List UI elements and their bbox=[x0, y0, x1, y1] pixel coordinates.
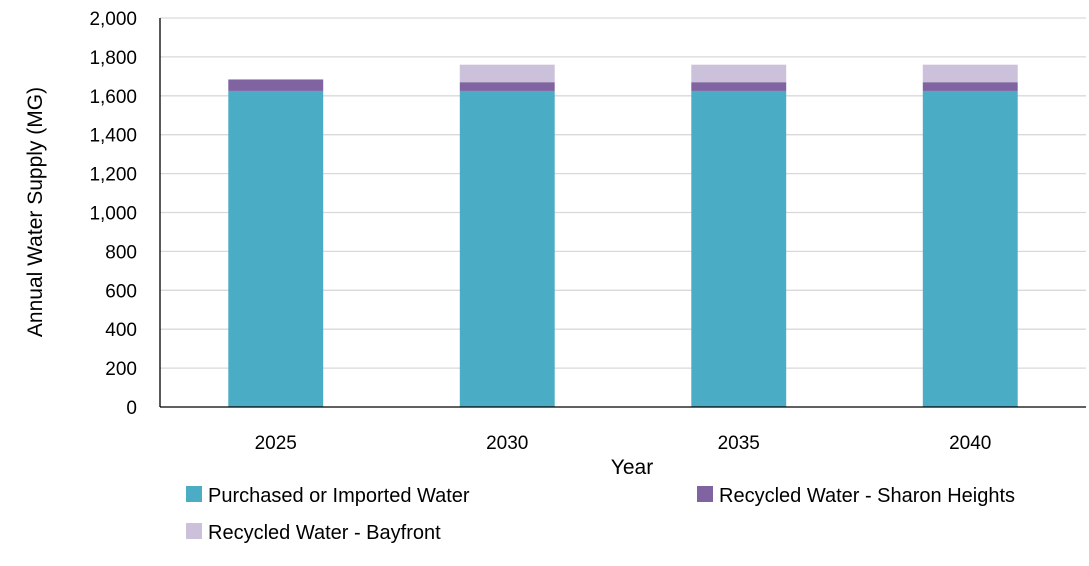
y-axis-title: Annual Water Supply (MG) bbox=[24, 87, 47, 337]
axes bbox=[159, 18, 1086, 408]
x-tick-label: 2040 bbox=[949, 433, 991, 454]
bar-segment bbox=[228, 79, 324, 91]
x-tick-label: 2025 bbox=[255, 433, 297, 454]
bars bbox=[228, 64, 1018, 407]
y-tick-labels: 0 200 400 600 800 1,000 1,200 1,400 1,600 1,800 2,… bbox=[89, 9, 137, 419]
x-tick-labels: 2025 2030 2035 2040 bbox=[255, 433, 992, 454]
legend-swatch bbox=[186, 486, 202, 502]
x-axis-title: Year bbox=[611, 456, 653, 479]
bar-segment bbox=[922, 82, 1018, 91]
y-tick-label: 600 bbox=[105, 281, 137, 302]
bar-segment bbox=[691, 64, 787, 83]
y-tick-label: 200 bbox=[105, 359, 137, 380]
legend-item: Recycled Water - Bayfront bbox=[186, 522, 441, 544]
bar-segment bbox=[922, 90, 1018, 407]
x-tick-label: 2035 bbox=[718, 433, 760, 454]
y-tick-label: 1,400 bbox=[89, 126, 137, 147]
y-tick-label: 0 bbox=[126, 398, 137, 419]
y-tick-label: 2,000 bbox=[89, 9, 137, 30]
legend-item: Purchased or Imported Water bbox=[186, 485, 470, 507]
bar-segment bbox=[459, 64, 555, 83]
legend-label: Recycled Water - Sharon Heights bbox=[719, 485, 1015, 507]
bar-segment bbox=[459, 82, 555, 91]
legend-label: Purchased or Imported Water bbox=[208, 485, 470, 507]
bar-segment bbox=[922, 64, 1018, 83]
y-tick-label: 1,200 bbox=[89, 165, 137, 186]
legend: Purchased or Imported Water Recycled Wate… bbox=[186, 485, 1015, 544]
bar-segment bbox=[691, 82, 787, 91]
x-tick-label: 2030 bbox=[486, 433, 528, 454]
legend-label: Recycled Water - Bayfront bbox=[208, 522, 441, 544]
bar-segment bbox=[228, 90, 324, 407]
y-tick-label: 800 bbox=[105, 242, 137, 263]
y-tick-label: 1,600 bbox=[89, 87, 137, 108]
legend-swatch bbox=[697, 486, 713, 502]
legend-swatch bbox=[186, 523, 202, 539]
bar-segment bbox=[691, 90, 787, 407]
y-tick-label: 1,800 bbox=[89, 48, 137, 69]
legend-item: Recycled Water - Sharon Heights bbox=[697, 485, 1015, 507]
y-tick-label: 400 bbox=[105, 320, 137, 341]
y-tick-label: 1,000 bbox=[89, 204, 137, 225]
bar-segment bbox=[459, 90, 555, 407]
